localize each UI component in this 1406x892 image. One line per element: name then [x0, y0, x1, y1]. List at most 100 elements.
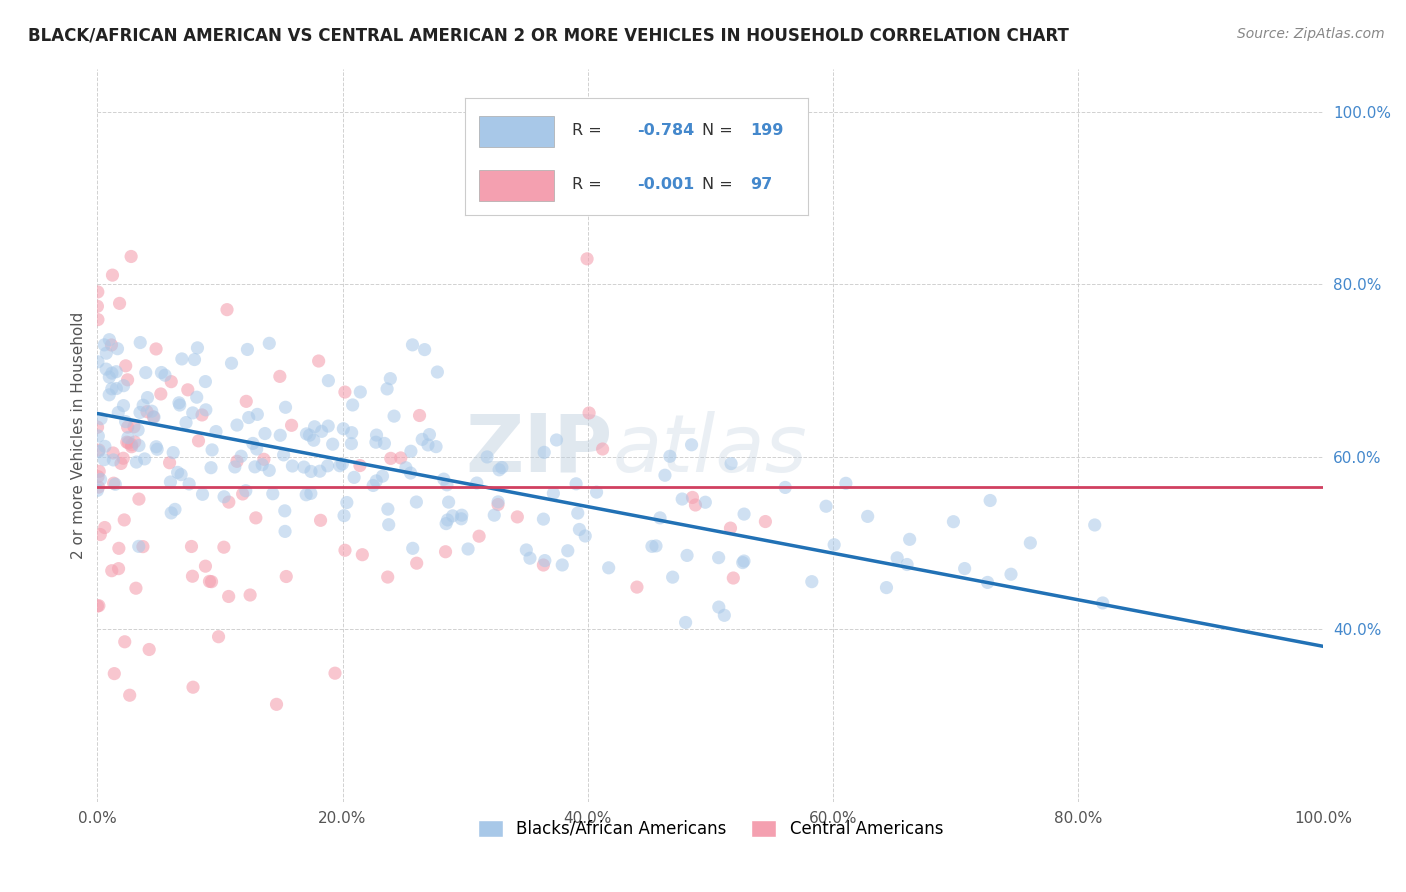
- Point: [117, 436, 139, 450]
- Point: [436, 478, 458, 492]
- Point: [243, 459, 266, 474]
- Point: [87, 480, 110, 494]
- Point: [153, 368, 176, 383]
- Point: [352, 548, 374, 562]
- Point: [238, 410, 260, 425]
- Point: [191, 487, 214, 501]
- Point: [145, 342, 167, 356]
- Point: [426, 365, 449, 379]
- Point: [598, 561, 620, 575]
- Point: [645, 539, 668, 553]
- Point: [122, 419, 145, 434]
- Point: [979, 493, 1001, 508]
- Point: [149, 387, 172, 401]
- Point: [713, 608, 735, 623]
- Point: [574, 529, 596, 543]
- Point: [695, 495, 717, 509]
- Text: ZIP: ZIP: [465, 410, 612, 489]
- Point: [413, 343, 436, 357]
- Point: [534, 553, 557, 567]
- Point: [302, 434, 325, 448]
- Point: [108, 296, 131, 310]
- Point: [112, 513, 135, 527]
- Point: [318, 374, 340, 388]
- Point: [250, 458, 273, 472]
- Point: [308, 464, 330, 478]
- Point: [411, 433, 433, 447]
- Point: [86, 420, 108, 434]
- Point: [101, 268, 124, 282]
- Point: [89, 464, 111, 478]
- Point: [1091, 596, 1114, 610]
- Point: [239, 588, 262, 602]
- Point: [87, 285, 110, 299]
- Point: [295, 488, 318, 502]
- Point: [567, 506, 589, 520]
- Point: [129, 335, 152, 350]
- Point: [198, 574, 221, 589]
- Point: [159, 456, 181, 470]
- Point: [823, 538, 845, 552]
- Point: [107, 342, 129, 356]
- Point: [105, 382, 128, 396]
- Point: [107, 405, 129, 419]
- Point: [648, 511, 671, 525]
- Point: [377, 502, 399, 516]
- Point: [707, 600, 730, 615]
- Point: [676, 549, 699, 563]
- Point: [181, 406, 204, 420]
- Point: [273, 448, 295, 462]
- Point: [125, 581, 148, 595]
- Point: [146, 442, 169, 457]
- Point: [98, 388, 121, 402]
- Point: [218, 495, 240, 509]
- Point: [484, 508, 506, 523]
- Point: [94, 439, 117, 453]
- Point: [93, 452, 115, 467]
- Point: [226, 454, 249, 468]
- Point: [191, 408, 214, 422]
- Point: [96, 346, 118, 360]
- Point: [112, 399, 135, 413]
- Y-axis label: 2 or more Vehicles in Household: 2 or more Vehicles in Household: [72, 311, 86, 558]
- Point: [720, 521, 742, 535]
- Point: [129, 405, 152, 419]
- Point: [349, 458, 371, 473]
- Point: [235, 394, 257, 409]
- Point: [551, 558, 574, 572]
- Point: [128, 540, 150, 554]
- Point: [118, 688, 141, 702]
- Point: [117, 373, 139, 387]
- Point: [707, 550, 730, 565]
- Point: [731, 556, 754, 570]
- Point: [437, 495, 460, 509]
- Point: [246, 408, 269, 422]
- Point: [162, 445, 184, 459]
- Point: [121, 438, 143, 452]
- Point: [127, 423, 149, 437]
- Point: [226, 418, 249, 433]
- Point: [242, 436, 264, 450]
- Point: [519, 551, 541, 566]
- Point: [128, 438, 150, 452]
- Point: [311, 425, 333, 439]
- Point: [194, 375, 217, 389]
- Point: [108, 541, 131, 556]
- Point: [1000, 567, 1022, 582]
- Point: [457, 541, 479, 556]
- Point: [163, 502, 186, 516]
- Point: [720, 457, 742, 471]
- Point: [450, 512, 472, 526]
- Point: [343, 470, 366, 484]
- Point: [382, 409, 405, 424]
- Point: [224, 459, 246, 474]
- Point: [232, 487, 254, 501]
- Point: [332, 422, 354, 436]
- Point: [170, 467, 193, 482]
- Point: [142, 409, 165, 424]
- Point: [299, 465, 322, 479]
- Point: [875, 581, 897, 595]
- Point: [405, 495, 427, 509]
- Point: [169, 398, 191, 412]
- Point: [754, 515, 776, 529]
